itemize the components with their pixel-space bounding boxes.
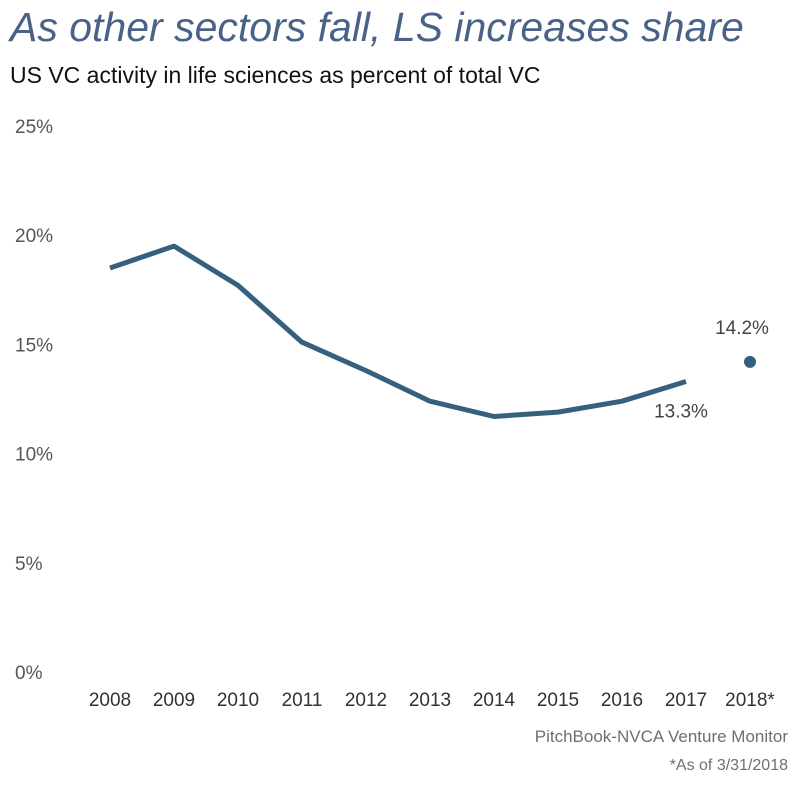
y-tick-label: 5% (15, 554, 43, 575)
x-tick-label: 2009 (153, 690, 195, 711)
data-label: 14.2% (715, 318, 769, 339)
y-tick-label: 25% (15, 117, 53, 138)
x-tick-label: 2011 (282, 690, 323, 711)
footnote: *As of 3/31/2018 (669, 757, 788, 774)
y-tick-label: 10% (15, 445, 53, 466)
x-tick-label: 2016 (601, 690, 643, 711)
source-credit: PitchBook-NVCA Venture Monitor (534, 727, 788, 746)
x-tick-label: 2015 (537, 690, 579, 711)
x-tick-label: 2012 (345, 690, 387, 711)
x-tick-label: 2008 (89, 690, 131, 711)
data-label: 13.3% (654, 402, 708, 423)
x-tick-label: 2017 (665, 690, 707, 711)
x-tick-label: 2010 (217, 690, 259, 711)
y-tick-label: 0% (15, 663, 43, 684)
y-tick-label: 20% (15, 226, 53, 247)
y-tick-label: 15% (15, 335, 53, 356)
series-line-life-sciences (109, 243, 687, 419)
data-point-2018 (744, 355, 756, 368)
x-tick-label: 2013 (409, 690, 451, 711)
chart-title: As other sectors fall, LS increases shar… (10, 4, 744, 50)
x-tick-label: 2014 (473, 690, 516, 711)
chart-subtitle: US VC activity in life sciences as perce… (10, 62, 541, 88)
x-tick-label: 2018* (725, 690, 775, 711)
